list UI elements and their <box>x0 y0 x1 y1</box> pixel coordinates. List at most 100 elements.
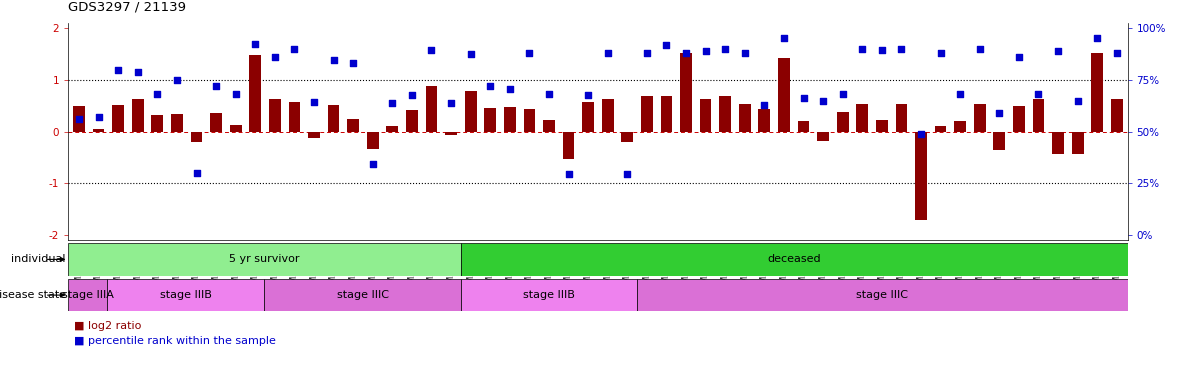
Bar <box>485 108 496 131</box>
Text: individual: individual <box>12 254 66 265</box>
Bar <box>857 104 869 131</box>
Text: disease state: disease state <box>0 290 66 300</box>
Point <box>266 53 285 60</box>
Point <box>951 91 970 98</box>
Bar <box>973 104 985 131</box>
Point <box>423 47 441 53</box>
Bar <box>152 115 164 131</box>
Bar <box>191 131 202 142</box>
Bar <box>778 58 790 131</box>
Point <box>1010 53 1029 60</box>
Bar <box>308 131 320 138</box>
Point <box>579 92 598 98</box>
Point <box>344 60 363 66</box>
Bar <box>112 105 124 131</box>
Bar <box>460 243 1128 276</box>
Bar <box>621 131 633 142</box>
Bar <box>660 96 672 131</box>
Bar <box>230 125 241 131</box>
Bar <box>583 101 594 131</box>
Point <box>931 50 950 56</box>
Bar <box>739 104 751 131</box>
Point <box>638 50 657 56</box>
Bar <box>719 96 731 131</box>
Text: stage IIIB: stage IIIB <box>523 290 574 300</box>
Bar <box>460 279 637 311</box>
Text: 5 yr survivor: 5 yr survivor <box>230 254 300 265</box>
Bar <box>73 106 85 131</box>
Point <box>500 86 519 92</box>
Point <box>911 131 930 137</box>
Point <box>246 41 265 47</box>
Point <box>598 50 617 56</box>
Point <box>872 47 891 53</box>
Bar <box>465 91 477 131</box>
Point <box>148 91 167 98</box>
Bar <box>68 279 107 311</box>
Bar <box>288 102 300 131</box>
Bar <box>916 131 926 220</box>
Point <box>481 83 500 89</box>
Point <box>187 170 206 176</box>
Bar <box>1032 99 1044 131</box>
Point <box>285 46 304 52</box>
Bar <box>876 120 887 131</box>
Point <box>539 91 558 98</box>
Point <box>1049 48 1068 55</box>
Point <box>383 100 401 106</box>
Bar <box>993 131 1005 150</box>
Point <box>1088 35 1106 41</box>
Bar <box>1111 99 1123 131</box>
Point <box>892 46 911 52</box>
Bar <box>327 105 339 131</box>
Bar <box>1091 53 1103 131</box>
Point <box>324 57 343 63</box>
Bar <box>171 114 182 131</box>
Bar <box>524 109 536 131</box>
Point <box>754 102 773 108</box>
Point <box>69 116 88 122</box>
Point <box>461 51 480 57</box>
Bar <box>758 109 770 131</box>
Point <box>89 114 108 120</box>
Bar <box>445 131 457 135</box>
Point <box>657 42 676 48</box>
Bar <box>1013 106 1025 131</box>
Bar <box>406 110 418 131</box>
Point <box>774 35 793 41</box>
Bar <box>641 96 653 131</box>
Bar <box>250 55 261 131</box>
Text: ■ percentile rank within the sample: ■ percentile rank within the sample <box>74 336 277 346</box>
Bar <box>637 279 1128 311</box>
Bar <box>563 131 574 159</box>
Bar <box>543 120 554 131</box>
Bar <box>955 121 966 131</box>
Bar <box>935 126 946 131</box>
Bar <box>211 113 222 131</box>
Point <box>833 91 852 98</box>
Bar <box>265 279 460 311</box>
Text: stage IIIC: stage IIIC <box>857 290 909 300</box>
Bar <box>347 119 359 131</box>
Bar <box>270 99 280 131</box>
Bar <box>1052 131 1064 154</box>
Point <box>226 91 245 98</box>
Bar <box>132 99 144 131</box>
Bar <box>601 99 613 131</box>
Point <box>716 46 734 52</box>
Point <box>108 66 127 73</box>
Text: stage IIIB: stage IIIB <box>160 290 212 300</box>
Bar <box>426 86 438 131</box>
Point <box>813 98 832 104</box>
Bar <box>837 112 849 131</box>
Point <box>364 161 383 167</box>
Point <box>1069 98 1088 104</box>
Bar <box>504 107 516 131</box>
Text: stage IIIA: stage IIIA <box>62 290 114 300</box>
Bar <box>107 279 265 311</box>
Point <box>559 171 578 177</box>
Text: stage IIIC: stage IIIC <box>337 290 388 300</box>
Point <box>677 50 696 56</box>
Bar <box>896 104 907 131</box>
Point <box>990 110 1009 116</box>
